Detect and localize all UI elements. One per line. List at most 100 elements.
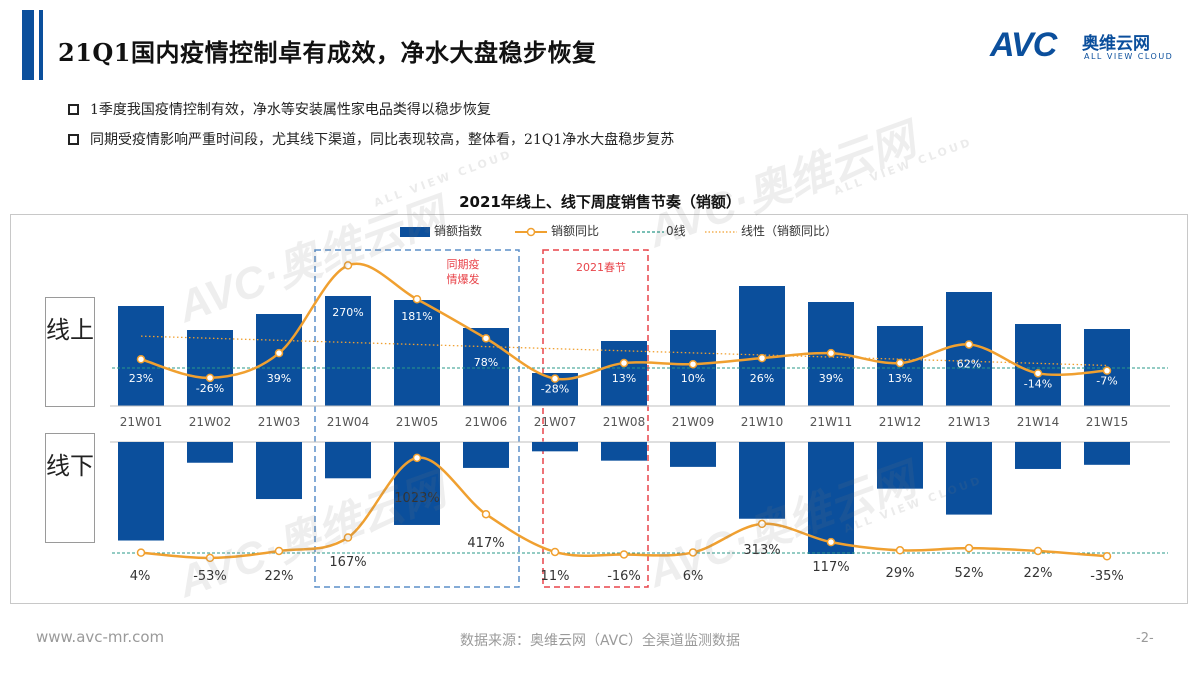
online-yoy-label: 23%	[129, 372, 153, 385]
legend-line-marker-icon	[515, 227, 547, 236]
offline-bar	[1015, 442, 1061, 469]
online-yoy-label: 10%	[681, 372, 705, 385]
logo-en-text: ALL VIEW CLOUD	[1084, 52, 1174, 61]
online-yoy-label: -14%	[1024, 377, 1052, 390]
footer-source: 数据来源：奥维云网（AVC）全渠道监测数据	[459, 633, 741, 649]
offline-yoy-marker	[1033, 546, 1043, 556]
legend-item-zero: 0线	[632, 222, 686, 239]
online-yoy-label: 270%	[332, 306, 363, 319]
offline-yoy-label: 117%	[812, 560, 849, 575]
x-tick-label: 21W01	[120, 415, 162, 429]
bullet-text: 1季度我国疫情控制有效，净水等安装属性家电品类得以稳步恢复	[90, 102, 491, 118]
bullet-square-icon	[68, 134, 79, 145]
online-yoy-label: 78%	[474, 356, 498, 369]
logo-avc-text: AVC	[990, 26, 1057, 64]
online-yoy-marker	[136, 355, 146, 364]
online-yoy-label: 39%	[267, 372, 291, 385]
offline-bar	[187, 442, 233, 463]
title-accent-bar	[22, 10, 34, 80]
offline-yoy-marker	[412, 453, 422, 463]
legend-label: 销额指数	[434, 224, 483, 238]
offline-yoy-label: 22%	[265, 569, 294, 584]
x-tick-label: 21W15	[1086, 415, 1128, 429]
offline-yoy-label: -35%	[1090, 569, 1124, 584]
online-yoy-marker	[274, 348, 284, 358]
offline-yoy-marker	[1102, 552, 1112, 561]
offline-yoy-label: -53%	[193, 569, 227, 584]
offline-bar	[877, 442, 923, 489]
online-yoy-marker	[826, 348, 836, 358]
offline-bar	[256, 442, 302, 500]
online-yoy-marker	[964, 340, 974, 349]
panel-label-offline: 线下	[45, 433, 95, 543]
offline-yoy-marker	[826, 537, 836, 547]
x-tick-label: 21W05	[396, 415, 438, 429]
offline-yoy-marker	[550, 547, 560, 557]
covid-period-box	[314, 249, 520, 588]
panel-label-char: 线下	[46, 452, 94, 480]
offline-yoy-line	[140, 456, 1108, 560]
offline-yoy-label: 4%	[130, 569, 151, 584]
x-tick-label: 21W13	[948, 415, 990, 429]
online-yoy-label: 13%	[612, 372, 636, 385]
offline-yoy-marker	[964, 543, 974, 553]
avc-logo: AVC 奥维云网 ALL VIEW CLOUD	[990, 26, 1180, 66]
online-yoy-label: -7%	[1096, 375, 1117, 388]
offline-yoy-marker	[619, 550, 629, 559]
legend-bar-swatch-icon	[400, 226, 430, 237]
bullet-list: 1季度我国疫情控制有效，净水等安装属性家电品类得以稳步恢复 同期受疫情影响严重时…	[68, 100, 674, 160]
bullet-text: 同期受疫情影响严重时间段，尤其线下渠道，同比表现较高，整体看，21Q1净水大盘稳…	[90, 132, 675, 148]
page-title: 21Q1国内疫情控制卓有成效，净水大盘稳步恢复	[58, 38, 597, 67]
annotation-spring-text: 2021春节	[576, 261, 626, 274]
annotation-covid-text: 情爆发	[447, 272, 480, 286]
online-yoy-marker	[205, 373, 215, 383]
online-yoy-label: -28%	[541, 383, 569, 396]
online-yoy-marker	[895, 358, 905, 368]
offline-yoy-label: 1023%	[394, 491, 439, 506]
online-yoy-marker	[550, 374, 560, 383]
legend-item-yoy: 销额同比	[515, 222, 599, 239]
online-yoy-marker	[1033, 369, 1043, 378]
chart-frame	[10, 214, 1188, 604]
online-yoy-line	[140, 262, 1108, 381]
x-tick-label: 21W02	[189, 415, 231, 429]
bullet-square-icon	[68, 104, 79, 115]
bullet-item: 1季度我国疫情控制有效，净水等安装属性家电品类得以稳步恢复	[68, 100, 674, 130]
online-yoy-marker	[619, 358, 629, 368]
online-bar	[325, 296, 371, 406]
x-tick-label: 21W09	[672, 415, 714, 429]
offline-bar	[601, 442, 647, 461]
offline-yoy-marker	[688, 548, 698, 557]
offline-yoy-label: 313%	[743, 543, 780, 558]
online-yoy-label: 39%	[819, 372, 843, 385]
legend-item-bars: 销额指数	[400, 222, 482, 239]
online-yoy-label: 13%	[888, 372, 912, 385]
offline-yoy-label: 167%	[329, 555, 366, 570]
legend-item-trend: 线性（销额同比）	[705, 222, 837, 239]
offline-yoy-marker	[481, 509, 491, 519]
online-yoy-marker	[343, 261, 353, 270]
x-tick-label: 21W10	[741, 415, 783, 429]
panel-label-online: 线上	[45, 297, 95, 407]
online-bar	[1015, 324, 1061, 406]
offline-bar	[808, 442, 854, 554]
offline-yoy-marker	[343, 533, 353, 542]
offline-yoy-label: 29%	[886, 566, 915, 581]
offline-yoy-label: 417%	[467, 536, 504, 551]
offline-bar	[118, 442, 164, 541]
legend-label: 销额同比	[551, 224, 600, 238]
offline-yoy-label: 22%	[1024, 566, 1053, 581]
x-tick-label: 21W06	[465, 415, 507, 429]
offline-yoy-marker	[895, 546, 905, 555]
offline-bar	[739, 442, 785, 519]
offline-bar	[532, 442, 578, 452]
online-yoy-label: -26%	[196, 382, 224, 395]
offline-bar	[670, 442, 716, 467]
x-tick-label: 21W03	[258, 415, 300, 429]
online-bar	[601, 341, 647, 406]
online-trend-line	[140, 335, 1108, 367]
footer-page-number: -2-	[1136, 631, 1154, 646]
online-yoy-marker	[412, 294, 422, 304]
online-yoy-label: 181%	[401, 310, 432, 323]
online-yoy-marker	[481, 334, 491, 343]
